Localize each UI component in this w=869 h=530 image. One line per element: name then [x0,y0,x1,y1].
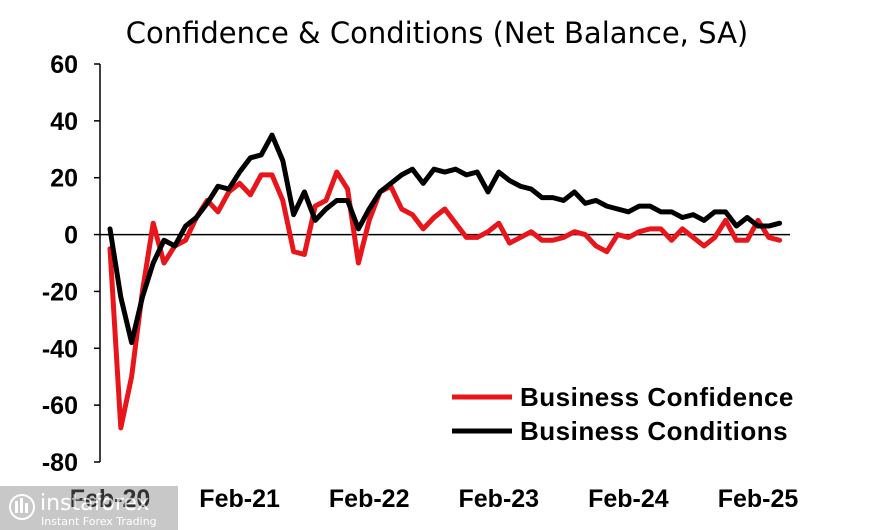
instaforex-logo-icon [9,494,35,520]
y-tick-label: 60 [50,51,78,79]
y-tick-label: 40 [50,108,78,136]
svg-text:Instant Forex Trading: Instant Forex Trading [41,515,157,528]
x-tick-label: Feb-23 [459,485,540,513]
y-tick-label: -40 [42,335,78,363]
x-tick-label: Feb-24 [588,485,669,513]
legend: Business Confidence Business Conditions [452,382,794,446]
y-tick-label: -60 [42,392,78,420]
x-tick-label: Feb-25 [718,485,799,513]
y-tick-label: -20 [42,278,78,306]
y-tick-labels: 60 40 20 0 -20 -40 -60 -80 [42,51,100,477]
chart-title: Confidence & Conditions (Net Balance, SA… [126,16,748,50]
y-tick-label: 20 [50,165,78,193]
svg-text:instaforex: instaforex [40,491,150,516]
legend-label-conditions: Business Conditions [520,416,788,446]
series-line-business-confidence [107,169,783,431]
x-tick-label: Feb-20 [70,485,151,513]
legend-item-business-confidence: Business Confidence [452,382,794,412]
y-tick-label: -80 [42,449,78,477]
x-tick-labels: Feb-20 Feb-21 Feb-22 Feb-23 Feb-24 Feb-25 [70,485,799,513]
series-layer [107,132,783,431]
legend-label-confidence: Business Confidence [520,382,794,412]
x-tick-label: Feb-21 [199,485,280,513]
y-tick-label: 0 [64,222,78,250]
legend-item-business-conditions: Business Conditions [452,416,788,446]
series-line-business-conditions [107,132,783,346]
instaforex-watermark-logo: instaforex Instant Forex Trading [0,486,178,530]
x-tick-label: Feb-22 [329,485,410,513]
